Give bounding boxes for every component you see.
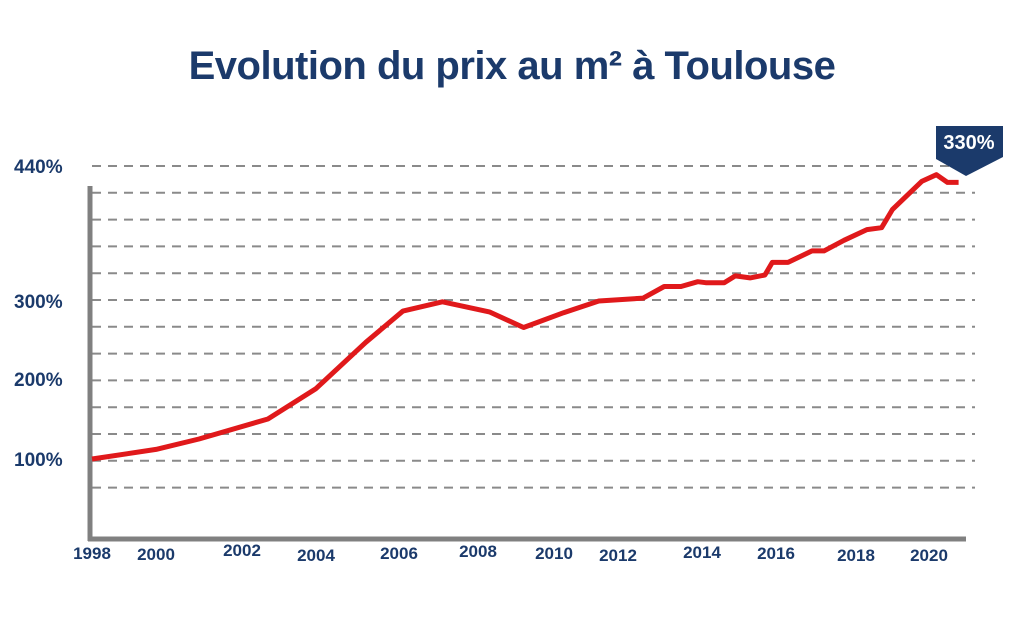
- y-tick-label: 200%: [14, 370, 63, 391]
- x-tick-label: 2014: [683, 543, 721, 562]
- x-tick-label: 2016: [757, 544, 795, 563]
- chart-title: Evolution du prix au m² à Toulouse: [188, 44, 836, 88]
- x-tick-label: 2010: [535, 544, 573, 563]
- x-tick-label: 2012: [599, 546, 637, 565]
- x-tick-label: 2020: [910, 546, 948, 565]
- badge-shape: [936, 126, 1003, 176]
- axes: [87, 186, 966, 542]
- x-tick-labels: 1998 2000 2002 2004 2006 2008 2010 2012 2014 2016…: [73, 541, 948, 565]
- x-tick-label: 1998: [73, 544, 111, 563]
- value-badge: 330%: [936, 126, 1003, 176]
- y-tick-label: 100%: [14, 450, 63, 471]
- y-tick-label: 300%: [14, 292, 63, 313]
- badge-label: 330%: [943, 132, 994, 154]
- gridlines: [92, 165, 975, 489]
- x-tick-label: 2006: [380, 544, 418, 563]
- x-tick-label: 2004: [297, 546, 335, 565]
- x-tick-label: 2002: [223, 541, 261, 560]
- x-tick-label: 2008: [459, 542, 497, 561]
- series-line: [91, 172, 959, 462]
- y-tick-labels: 100% 200% 300% 440%: [14, 157, 63, 471]
- y-tick-label: 440%: [14, 157, 63, 178]
- x-tick-label: 2018: [837, 546, 875, 565]
- x-tick-label: 2000: [137, 545, 175, 564]
- series-layer: [91, 172, 959, 462]
